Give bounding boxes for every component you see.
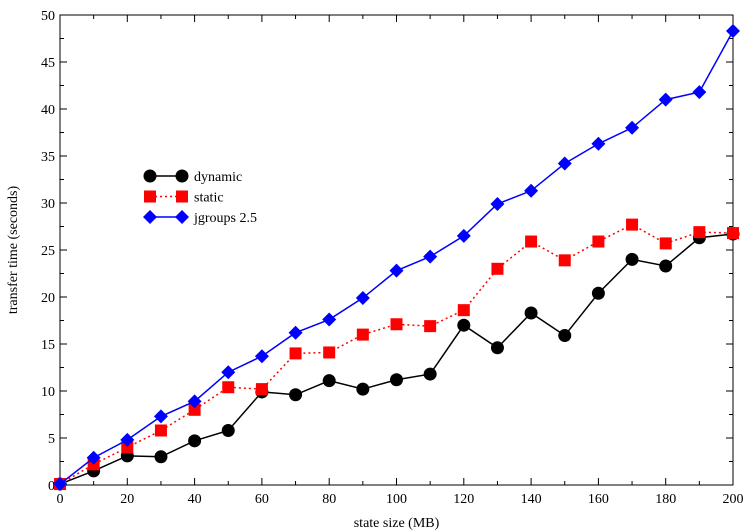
legend-marker-static <box>176 190 188 203</box>
data-point-dynamic <box>390 373 403 387</box>
y-tick-label: 0 <box>48 479 55 494</box>
y-tick-label: 40 <box>41 103 55 118</box>
data-point-jgroups-2-5 <box>254 349 269 364</box>
data-point-dynamic <box>490 341 504 355</box>
series-jgroups-2-5 <box>53 23 740 492</box>
data-point-jgroups-2-5 <box>726 23 740 38</box>
data-point-static <box>222 381 235 394</box>
x-axis-label: state size (MB) <box>354 516 440 531</box>
data-point-static <box>525 235 538 248</box>
data-point-static <box>121 441 134 454</box>
x-tick-label: 140 <box>521 492 542 507</box>
data-point-static <box>255 383 268 396</box>
data-point-jgroups-2-5 <box>625 120 640 135</box>
data-point-static <box>693 226 706 239</box>
legend-item-jgroups-2-5: jgroups 2.5 <box>143 210 257 226</box>
data-point-jgroups-2-5 <box>423 249 438 264</box>
data-point-jgroups-2-5 <box>524 183 539 198</box>
y-tick-label: 5 <box>48 432 55 447</box>
series-static <box>54 218 739 491</box>
data-point-dynamic <box>558 329 572 343</box>
y-tick-label: 20 <box>41 291 55 306</box>
x-tick-label: 120 <box>453 492 474 507</box>
data-point-jgroups-2-5 <box>355 290 370 305</box>
data-point-static <box>592 235 605 248</box>
y-tick-label: 10 <box>41 385 55 400</box>
x-tick-label: 200 <box>723 492 744 507</box>
x-tick-label: 80 <box>322 492 336 507</box>
legend-label-jgroups-2-5: jgroups 2.5 <box>193 211 257 226</box>
data-point-jgroups-2-5 <box>557 156 572 171</box>
data-point-dynamic <box>289 388 303 402</box>
y-tick-label: 45 <box>41 56 55 71</box>
data-point-static <box>424 320 437 333</box>
data-point-jgroups-2-5 <box>490 196 505 211</box>
data-point-jgroups-2-5 <box>288 325 303 340</box>
x-tick-label: 40 <box>188 492 202 507</box>
data-point-static <box>154 424 167 437</box>
data-point-static <box>356 328 369 341</box>
y-tick-label: 50 <box>41 9 55 24</box>
legend-marker-jgroups-2-5 <box>143 210 157 224</box>
data-point-jgroups-2-5 <box>322 312 337 327</box>
data-point-dynamic <box>188 434 202 448</box>
x-tick-label: 20 <box>120 492 134 507</box>
data-point-static <box>188 403 201 416</box>
data-point-jgroups-2-5 <box>692 85 707 100</box>
legend-label-dynamic: dynamic <box>194 170 242 185</box>
data-point-dynamic <box>659 259 673 273</box>
data-point-dynamic <box>221 423 235 437</box>
y-tick-label: 30 <box>41 197 55 212</box>
x-tick-label: 100 <box>386 492 407 507</box>
axis-ticks: 0 20 40 60 80 100 120 140 160 180 200 0 5 10 15 20 25 30 3… <box>41 9 744 507</box>
data-point-static <box>390 318 403 331</box>
legend-marker-dynamic <box>175 169 189 183</box>
data-point-jgroups-2-5 <box>53 477 67 492</box>
y-tick-label: 15 <box>41 338 55 353</box>
data-point-jgroups-2-5 <box>389 263 404 278</box>
data-point-static <box>626 218 639 231</box>
x-tick-label: 180 <box>655 492 676 507</box>
data-point-dynamic <box>457 318 471 332</box>
data-point-dynamic <box>322 374 336 388</box>
x-tick-label: 160 <box>588 492 609 507</box>
legend-item-dynamic: dynamic <box>143 169 242 185</box>
y-tick-label: 35 <box>41 150 55 165</box>
legend-marker-jgroups-2-5 <box>175 210 189 224</box>
data-point-dynamic <box>625 252 639 266</box>
legend-label-static: static <box>194 191 224 206</box>
x-tick-label: 60 <box>255 492 269 507</box>
y-axis-label: transfer time (seconds) <box>6 186 21 315</box>
data-point-dynamic <box>423 367 437 381</box>
data-point-static <box>323 346 336 359</box>
data-point-static <box>558 254 571 267</box>
legend-marker-dynamic <box>143 169 157 183</box>
data-point-dynamic <box>524 306 538 320</box>
legend-marker-static <box>144 190 156 203</box>
data-point-jgroups-2-5 <box>658 92 673 107</box>
data-point-static <box>727 227 739 240</box>
data-point-dynamic <box>154 450 168 464</box>
legend-item-static: static <box>144 190 224 206</box>
data-point-jgroups-2-5 <box>221 365 236 380</box>
data-point-static <box>289 347 302 360</box>
series-layer <box>53 23 740 492</box>
data-point-jgroups-2-5 <box>187 394 202 409</box>
data-point-jgroups-2-5 <box>153 409 168 424</box>
data-point-jgroups-2-5 <box>456 228 471 243</box>
data-point-static <box>491 262 504 275</box>
data-point-jgroups-2-5 <box>591 136 606 151</box>
data-point-static <box>457 304 470 317</box>
data-point-dynamic <box>591 286 605 300</box>
y-tick-label: 25 <box>41 244 55 259</box>
data-point-dynamic <box>356 382 370 396</box>
x-tick-label: 0 <box>57 492 64 507</box>
legend: dynamic static jgroups 2.5 <box>143 169 257 226</box>
data-point-jgroups-2-5 <box>86 450 101 465</box>
data-point-static <box>659 237 672 250</box>
data-point-jgroups-2-5 <box>120 432 135 447</box>
